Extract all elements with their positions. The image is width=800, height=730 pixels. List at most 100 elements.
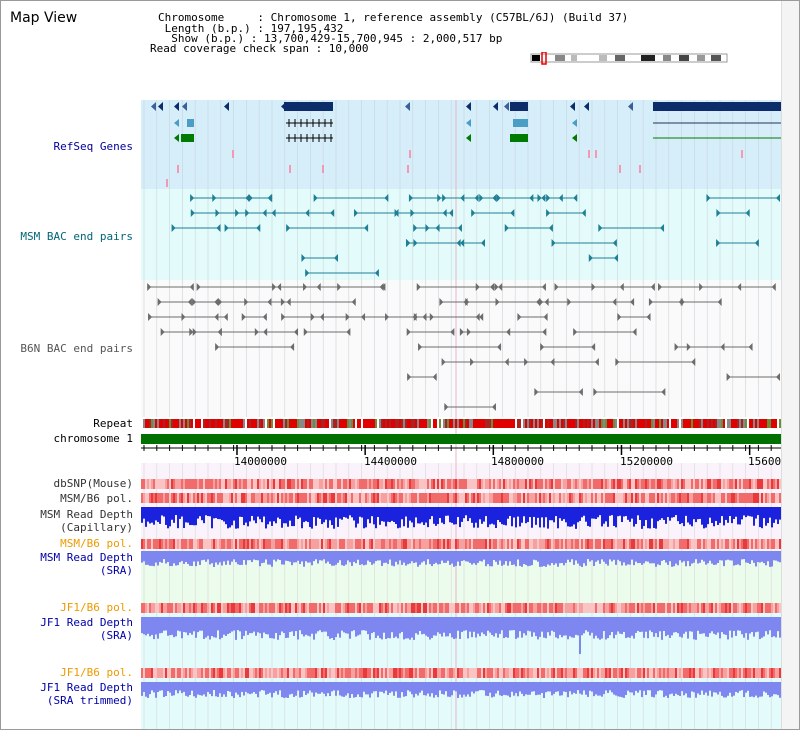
msm-capillary-depth-bar <box>321 507 323 525</box>
jf1-sra-depth-bar <box>701 617 703 634</box>
axis-tick-label: 15200000 <box>620 455 673 468</box>
msm-sra-depth-bar <box>679 551 681 561</box>
jf1-trimmed-depth-bar <box>777 682 779 696</box>
msm-pol-heat <box>153 493 155 503</box>
jf1-pol-heat <box>657 603 659 613</box>
msm-pol-heat <box>729 493 731 503</box>
jf1-pol-heat-2 <box>585 668 587 678</box>
msm-pol-heat-2 <box>333 539 335 549</box>
msm-pol-heat-2 <box>203 539 205 549</box>
jf1-pol-heat <box>241 603 243 613</box>
msm-capillary-depth-bar <box>477 507 479 528</box>
msm-sra-depth-bar <box>749 551 751 565</box>
repeat-segment <box>195 419 197 428</box>
msm-capillary-depth-bar <box>675 507 677 516</box>
jf1-sra-depth-bar <box>747 617 749 640</box>
jf1-trimmed-depth-bar <box>517 682 519 697</box>
jf1-pol-heat <box>627 603 629 613</box>
jf1-pol-heat-2 <box>661 668 663 678</box>
jf1-pol-heat <box>383 603 385 613</box>
msm-sra-depth-bar <box>367 551 369 561</box>
repeat-segment <box>359 419 361 428</box>
jf1-pol-heat <box>475 603 477 613</box>
msm-capillary-depth-bar <box>435 507 437 526</box>
jf1-pol-heat <box>399 603 401 613</box>
vertical-scrollbar[interactable] <box>781 1 799 729</box>
jf1-pol-heat <box>511 603 513 613</box>
dbsnp-heat <box>413 479 415 489</box>
jf1-trimmed-depth-bar <box>187 682 189 697</box>
jf1-pol-heat <box>381 603 383 613</box>
msm-capillary-depth-bar <box>451 507 453 523</box>
jf1-trimmed-depth-bar <box>231 682 233 697</box>
jf1-sra-depth-bar <box>745 617 747 634</box>
jf1-pol-heat <box>559 603 561 613</box>
msm-sra-depth-bar <box>183 551 185 564</box>
jf1-pol-heat-2 <box>677 668 679 678</box>
dbsnp-heat <box>267 479 269 489</box>
msm-pol-heat <box>401 493 403 503</box>
jf1-pol-heat <box>145 603 147 613</box>
jf1-pol-heat <box>469 603 471 613</box>
dbsnp-heat <box>771 479 773 489</box>
msm-pol-heat-2 <box>287 539 289 549</box>
jf1-trimmed-depth-bar <box>259 682 261 692</box>
msm-pol-heat-2 <box>217 539 219 549</box>
msm-capillary-depth-bar <box>199 507 201 517</box>
msm-sra-depth-bar <box>205 551 207 562</box>
b6n-bac-pair-end <box>214 298 219 306</box>
repeat-segment <box>281 419 283 428</box>
jf1-sra-depth-bar <box>581 617 583 636</box>
msm-sra-depth-bar <box>723 551 725 567</box>
dbsnp-heat <box>433 479 435 489</box>
jf1-sra-depth-bar <box>645 617 647 632</box>
jf1-sra-depth-bar <box>157 617 159 639</box>
msm-sra-depth-bar <box>555 551 557 564</box>
msm-sra-depth-bar <box>313 551 315 562</box>
msm-sra-depth-bar <box>153 551 155 567</box>
msm-pol-heat <box>433 493 435 503</box>
msm-sra-depth-bar <box>495 551 497 562</box>
jf1-trimmed-depth-bar <box>265 682 267 695</box>
dbsnp-heat <box>543 479 545 489</box>
chromosome-ideogram[interactable] <box>529 52 731 65</box>
jf1-trimmed-depth-bar <box>541 682 543 693</box>
jf1-trimmed-depth-bar <box>143 682 145 692</box>
b6n-bac-pair-end <box>463 298 468 306</box>
jf1-pol-heat <box>259 603 261 613</box>
msm-bac-pair-end <box>268 194 273 202</box>
msm-sra-depth-bar <box>283 551 285 565</box>
jf1-trimmed-depth-bar <box>515 682 517 694</box>
repeat-segment <box>585 419 587 428</box>
msm-pol-heat <box>405 493 407 503</box>
msm-sra-depth-bar <box>371 551 373 565</box>
msm-capillary-depth-bar <box>759 507 761 528</box>
jf1-pol-heat <box>613 603 615 613</box>
msm-pol-heat-2 <box>541 539 543 549</box>
msm-pol-heat-2 <box>335 539 337 549</box>
msm-pol-heat <box>633 493 635 503</box>
msm-pol-heat <box>467 493 469 503</box>
msm-sra-depth-bar <box>759 551 761 563</box>
repeat-segment <box>571 419 573 428</box>
repeat-segment <box>557 419 559 428</box>
msm-pol-heat-2 <box>215 539 217 549</box>
repeat-segment <box>405 419 407 428</box>
msm-bac-pair-end <box>313 194 318 202</box>
jf1-sra-depth-bar <box>393 617 395 638</box>
jf1-sra-depth-bar <box>715 617 717 635</box>
jf1-trimmed-depth-bar <box>303 682 305 691</box>
dbsnp-heat <box>765 479 767 489</box>
jf1-sra-depth-bar <box>269 617 271 639</box>
msm-capillary-depth-bar <box>403 507 405 527</box>
msm-sra-depth-bar <box>241 551 243 565</box>
msm-capillary-depth-bar <box>743 507 745 516</box>
jf1-trimmed-depth-bar <box>399 682 401 698</box>
msm-sra-depth-bar <box>623 551 625 563</box>
msm-sra-depth-bar <box>711 551 713 564</box>
msm-sra-depth-bar <box>649 551 651 564</box>
msm-pol-heat <box>363 493 365 503</box>
msm-sra-depth-bar <box>465 551 467 562</box>
repeat-segment <box>189 419 191 428</box>
